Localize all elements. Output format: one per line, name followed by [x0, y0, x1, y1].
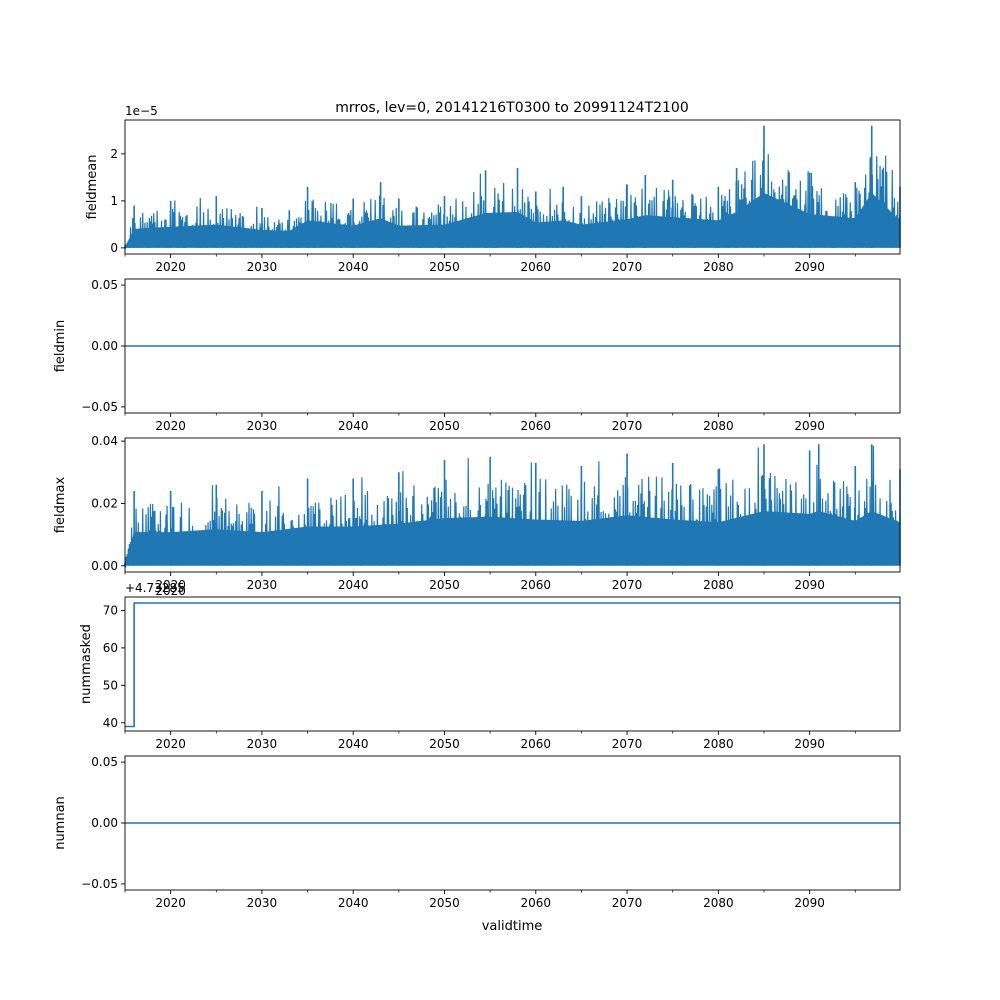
x-tick-label: 2030	[247, 419, 278, 433]
x-tick-label: 2020	[155, 896, 186, 910]
y-tick-label: 70	[103, 603, 118, 617]
x-tick-label: 2050	[429, 578, 460, 592]
series-band	[125, 511, 900, 566]
offset-text: +4.73285	[125, 581, 185, 595]
y-tick-label: 0.00	[91, 816, 118, 830]
panel-fieldmin: 2020 2030 2040 2050 2060 2070 2080 2090 −0.05 0.0…	[53, 278, 901, 433]
axes-frame	[124, 596, 901, 732]
x-tick-label: 2070	[612, 260, 643, 274]
y-axis-label: fieldmin	[53, 320, 68, 373]
y-tick-label: 0.00	[91, 339, 118, 353]
x-tick-label: 2050	[429, 896, 460, 910]
x-axis-label: validtime	[482, 919, 543, 934]
x-tick-label: 2040	[338, 737, 369, 751]
x-tick-label: 2050	[429, 260, 460, 274]
x-tick-label: 2070	[612, 419, 643, 433]
x-tick-label: 2080	[703, 260, 734, 274]
panel-nummasked: 2020 2030 2040 2050 2060 2070 2080 2090 40 50 60 70…	[79, 581, 901, 751]
x-tick-label: 2080	[703, 419, 734, 433]
x-tick-label: 2060	[521, 260, 552, 274]
x-tick-label: 2070	[612, 896, 643, 910]
chart-title: mrros, lev=0, 20141216T0300 to 20991124T…	[335, 100, 689, 116]
y-tick-label: 0	[110, 241, 118, 255]
x-tick-label: 2090	[794, 260, 825, 274]
axes-frame	[124, 437, 901, 573]
x-tick-label: 2020	[155, 260, 186, 274]
series-band	[125, 193, 900, 248]
y-tick-label: 1	[110, 194, 118, 208]
x-tick-label: 2040	[338, 419, 369, 433]
y-tick-label: 0.05	[91, 278, 118, 292]
x-tick-label: 2090	[794, 419, 825, 433]
x-tick-label: 2030	[247, 737, 278, 751]
y-axis-label: numnan	[53, 796, 68, 850]
x-tick-label: 2060	[521, 578, 552, 592]
panel-fieldmax: 2020 2030 2040 2050 2060 2070 2080 2090 0.00 0.02…	[53, 434, 901, 592]
x-tick-label: 2090	[794, 737, 825, 751]
y-tick-label: −0.05	[81, 400, 118, 414]
x-tick-label: 2020	[155, 578, 186, 592]
panels: 2020 2030 2040 2050 2060 2070 2080 2090 0 1 2 field…	[53, 104, 901, 910]
y-tick-label: 40	[103, 716, 118, 730]
panel-numnan: 2020 2030 2040 2050 2060 2070 2080 2090 −0.05 0.0…	[53, 755, 901, 910]
series-line	[125, 602, 900, 728]
x-tick-label: 2090	[794, 896, 825, 910]
x-tick-label: 2060	[521, 419, 552, 433]
y-tick-label: −0.05	[81, 877, 118, 891]
x-tick-label: 2040	[338, 578, 369, 592]
x-tick-label: 2050	[429, 419, 460, 433]
x-tick-label: 2090	[794, 578, 825, 592]
axes-frame	[124, 119, 901, 255]
y-axis-label: fieldmax	[53, 477, 68, 534]
y-tick-label: 0.02	[91, 496, 118, 510]
y-tick-label: 0.05	[91, 755, 118, 769]
x-tick-label: 2030	[247, 578, 278, 592]
x-tick-label: 2080	[703, 578, 734, 592]
x-tick-label: 2080	[703, 737, 734, 751]
x-tick-label: 2070	[612, 737, 643, 751]
x-tick-label: 2080	[703, 896, 734, 910]
offset-text: 1e−5	[125, 104, 158, 118]
y-tick-label: 0.04	[91, 434, 118, 448]
x-tick-label: 2020	[155, 737, 186, 751]
x-tick-label: 2040	[338, 260, 369, 274]
y-axis-label: nummasked	[79, 624, 94, 704]
x-tick-label: 2030	[247, 896, 278, 910]
y-tick-label: 60	[103, 641, 118, 655]
x-tick-label: 2070	[612, 578, 643, 592]
x-tick-label: 2050	[429, 737, 460, 751]
x-tick-label: 2040	[338, 896, 369, 910]
y-tick-label: 2	[110, 147, 118, 161]
y-tick-label: 0.00	[91, 559, 118, 573]
x-tick-label: 2020	[155, 419, 186, 433]
x-tick-label: 2060	[521, 737, 552, 751]
x-tick-label-overlap: 2020	[155, 584, 186, 598]
y-tick-label: 50	[103, 678, 118, 692]
x-tick-label: 2060	[521, 896, 552, 910]
x-tick-label: 2030	[247, 260, 278, 274]
panel-fieldmean: 2020 2030 2040 2050 2060 2070 2080 2090 0 1 2 field…	[85, 104, 901, 274]
y-axis-label: fieldmean	[85, 155, 100, 220]
